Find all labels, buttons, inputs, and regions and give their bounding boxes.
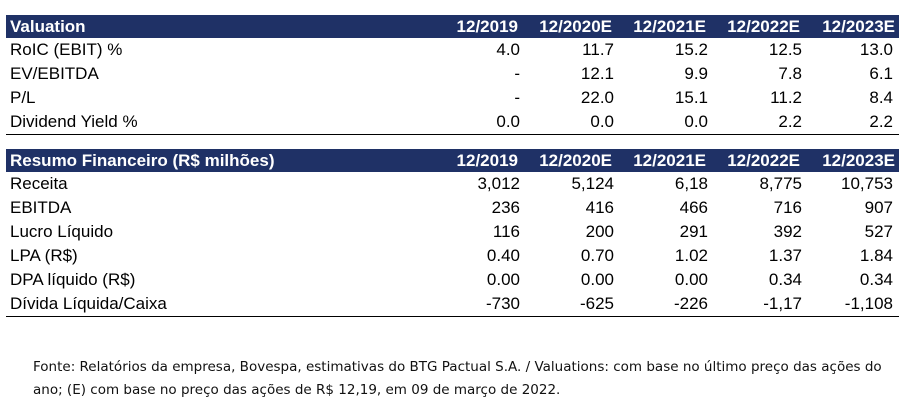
row-label: P/L [10, 88, 36, 107]
table-row: EBITDA 236 416 466 716 907 [6, 196, 899, 220]
cell: 0.00 [486, 270, 520, 289]
table-row: DPA líquido (R$) 0.00 0.00 0.00 0.34 0.3… [6, 268, 899, 292]
cell: 0.70 [580, 246, 614, 265]
cell: 466 [679, 198, 708, 217]
cell: 12.5 [768, 40, 802, 59]
cell: 11.7 [582, 40, 614, 59]
row-label: Dividend Yield % [10, 112, 138, 131]
cell: 11.2 [770, 88, 802, 107]
cell: 13.0 [859, 40, 893, 59]
cell: 0.40 [486, 246, 520, 265]
cell: 0.00 [580, 270, 614, 289]
valuation-table: Valuation 12/2019 12/2020E 12/2021E 12/2… [6, 15, 899, 135]
row-label: Receita [10, 174, 68, 193]
row-label: EBITDA [10, 198, 72, 217]
cell: 200 [585, 222, 614, 241]
cell: -1,17 [763, 294, 802, 313]
cell: 15.1 [674, 88, 708, 107]
cell: 1.02 [674, 246, 708, 265]
cell: 5,124 [571, 174, 614, 193]
cell: 10,753 [841, 174, 893, 193]
table-row: P/L - 22.0 15.1 11.2 8.4 [6, 86, 899, 110]
col-header: 12/2019 [456, 150, 518, 170]
cell: -730 [485, 294, 520, 313]
row-label: Lucro Líquido [10, 222, 114, 241]
source-footnote: Fonte: Relatórios da empresa, Bovespa, e… [33, 356, 908, 402]
table-row: Dívida Líquida/Caixa -730 -625 -226 -1,1… [6, 292, 899, 317]
table-row: Dividend Yield % 0.0 0.0 0.0 2.2 2.2 [6, 110, 899, 135]
cell: 8.4 [869, 88, 893, 107]
col-header: 12/2020E [539, 16, 612, 36]
row-label: LPA (R$) [10, 246, 78, 265]
valuation-header: Valuation 12/2019 12/2020E 12/2021E 12/2… [6, 15, 899, 38]
cell: - [514, 88, 520, 107]
cell: 291 [679, 222, 708, 241]
col-header: 12/2022E [727, 16, 800, 36]
cell: 0.0 [496, 112, 520, 131]
cell: 9.9 [684, 64, 708, 83]
table-row: EV/EBITDA - 12.1 9.9 7.8 6.1 [6, 62, 899, 86]
cell: 8,775 [759, 174, 802, 193]
row-label: EV/EBITDA [10, 64, 99, 83]
footnote-line: Fonte: Relatórios da empresa, Bovespa, e… [33, 359, 882, 375]
cell: 6,18 [674, 174, 708, 193]
row-label: Dívida Líquida/Caixa [10, 294, 167, 313]
cell: 0.0 [590, 112, 614, 131]
col-header: 12/2019 [456, 16, 518, 36]
cell: 1.37 [768, 246, 802, 265]
cell: 12.1 [580, 64, 614, 83]
financial-summary-table: Resumo Financeiro (R$ milhões) 12/2019 1… [6, 149, 899, 317]
table-row: Receita 3,012 5,124 6,18 8,775 10,753 [6, 172, 899, 196]
cell: 0.34 [768, 270, 802, 289]
footnote-line: ano; (E) com base no preço das ações de … [33, 382, 561, 398]
row-label: RoIC (EBIT) % [10, 40, 123, 59]
cell: 2.2 [869, 112, 893, 131]
cell: -625 [579, 294, 614, 313]
cell: 116 [492, 222, 520, 241]
cell: 7.8 [778, 64, 802, 83]
col-header: 12/2020E [539, 150, 612, 170]
financial-title: Resumo Financeiro (R$ milhões) [10, 150, 275, 170]
table-row: RoIC (EBIT) % 4.0 11.7 15.2 12.5 13.0 [6, 38, 899, 62]
cell: - [514, 64, 520, 83]
col-header: 12/2023E [822, 150, 895, 170]
cell: 4.0 [496, 40, 520, 59]
cell: 527 [864, 222, 893, 241]
cell: 22.0 [580, 88, 614, 107]
col-header: 12/2022E [727, 150, 800, 170]
cell: 0.00 [674, 270, 708, 289]
col-header: 12/2023E [822, 16, 895, 36]
cell: 3,012 [477, 174, 520, 193]
cell: 0.34 [859, 270, 893, 289]
cell: 6.1 [869, 64, 893, 83]
table-row: LPA (R$) 0.40 0.70 1.02 1.37 1.84 [6, 244, 899, 268]
cell: 0.0 [684, 112, 708, 131]
col-header: 12/2021E [633, 150, 706, 170]
cell: -1,108 [844, 294, 893, 313]
cell: 416 [585, 198, 614, 217]
valuation-title: Valuation [10, 16, 86, 36]
cell: 236 [491, 198, 520, 217]
cell: 2.2 [778, 112, 802, 131]
col-header: 12/2021E [633, 16, 706, 36]
cell: 907 [864, 198, 893, 217]
table-row: Lucro Líquido 116 200 291 392 527 [6, 220, 899, 244]
cell: 392 [773, 222, 802, 241]
cell: 1.84 [859, 246, 893, 265]
cell: -226 [673, 294, 708, 313]
cell: 15.2 [674, 40, 708, 59]
financial-header: Resumo Financeiro (R$ milhões) 12/2019 1… [6, 149, 899, 172]
cell: 716 [773, 198, 802, 217]
row-label: DPA líquido (R$) [10, 270, 136, 289]
